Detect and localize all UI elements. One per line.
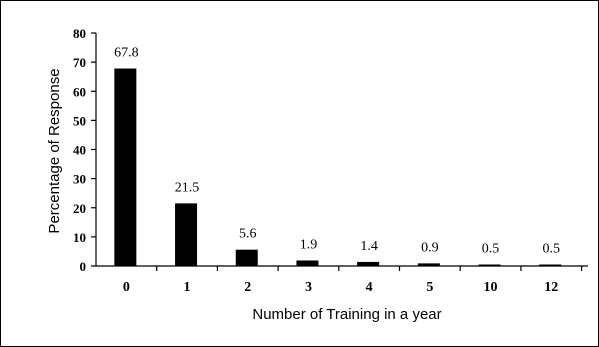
y-tick-label: 70 xyxy=(73,55,86,70)
x-tick-label: 0 xyxy=(123,280,130,295)
bars xyxy=(114,68,562,266)
data-label: 5.6 xyxy=(239,227,257,242)
y-tick-label: 50 xyxy=(73,113,86,128)
bar xyxy=(417,263,440,266)
data-label: 67.8 xyxy=(114,46,139,61)
bar xyxy=(357,261,380,266)
data-labels: 67.8 21.5 5.6 1.9 1.4 0.9 0.5 0.5 xyxy=(114,46,560,257)
bar xyxy=(114,68,137,266)
data-label: 0.9 xyxy=(421,240,439,255)
x-tick-label: 12 xyxy=(544,280,558,295)
y-tick-label: 30 xyxy=(73,172,86,187)
data-label: 1.9 xyxy=(300,237,318,252)
y-axis: 0 10 20 30 40 50 60 70 80 xyxy=(73,26,97,274)
y-axis-label: Percentage of Response xyxy=(46,68,63,233)
data-label: 1.4 xyxy=(360,239,378,254)
x-tick-label: 5 xyxy=(426,280,433,295)
x-tick-label: 4 xyxy=(366,280,373,295)
bar xyxy=(175,203,198,266)
bar xyxy=(235,249,258,266)
y-tick-label: 0 xyxy=(80,259,87,274)
y-tick-label: 10 xyxy=(73,230,86,245)
x-tick-label: 2 xyxy=(244,280,251,295)
x-axis: 0 1 2 3 4 5 10 12 xyxy=(96,265,588,295)
y-tick-label: 60 xyxy=(73,84,86,99)
data-label: 0.5 xyxy=(543,242,561,257)
bar xyxy=(296,260,319,266)
y-tick-label: 20 xyxy=(73,201,86,216)
data-label: 0.5 xyxy=(482,242,500,257)
x-axis-label: Number of Training in a year xyxy=(252,306,441,323)
x-tick-label: 10 xyxy=(484,280,498,295)
bar xyxy=(539,264,562,266)
y-tick-label: 80 xyxy=(73,26,86,41)
x-tick-label: 1 xyxy=(184,280,191,295)
bar xyxy=(478,264,501,266)
x-tick-label: 3 xyxy=(305,280,312,295)
y-tick-label: 40 xyxy=(73,143,86,158)
data-label: 21.5 xyxy=(175,180,200,195)
